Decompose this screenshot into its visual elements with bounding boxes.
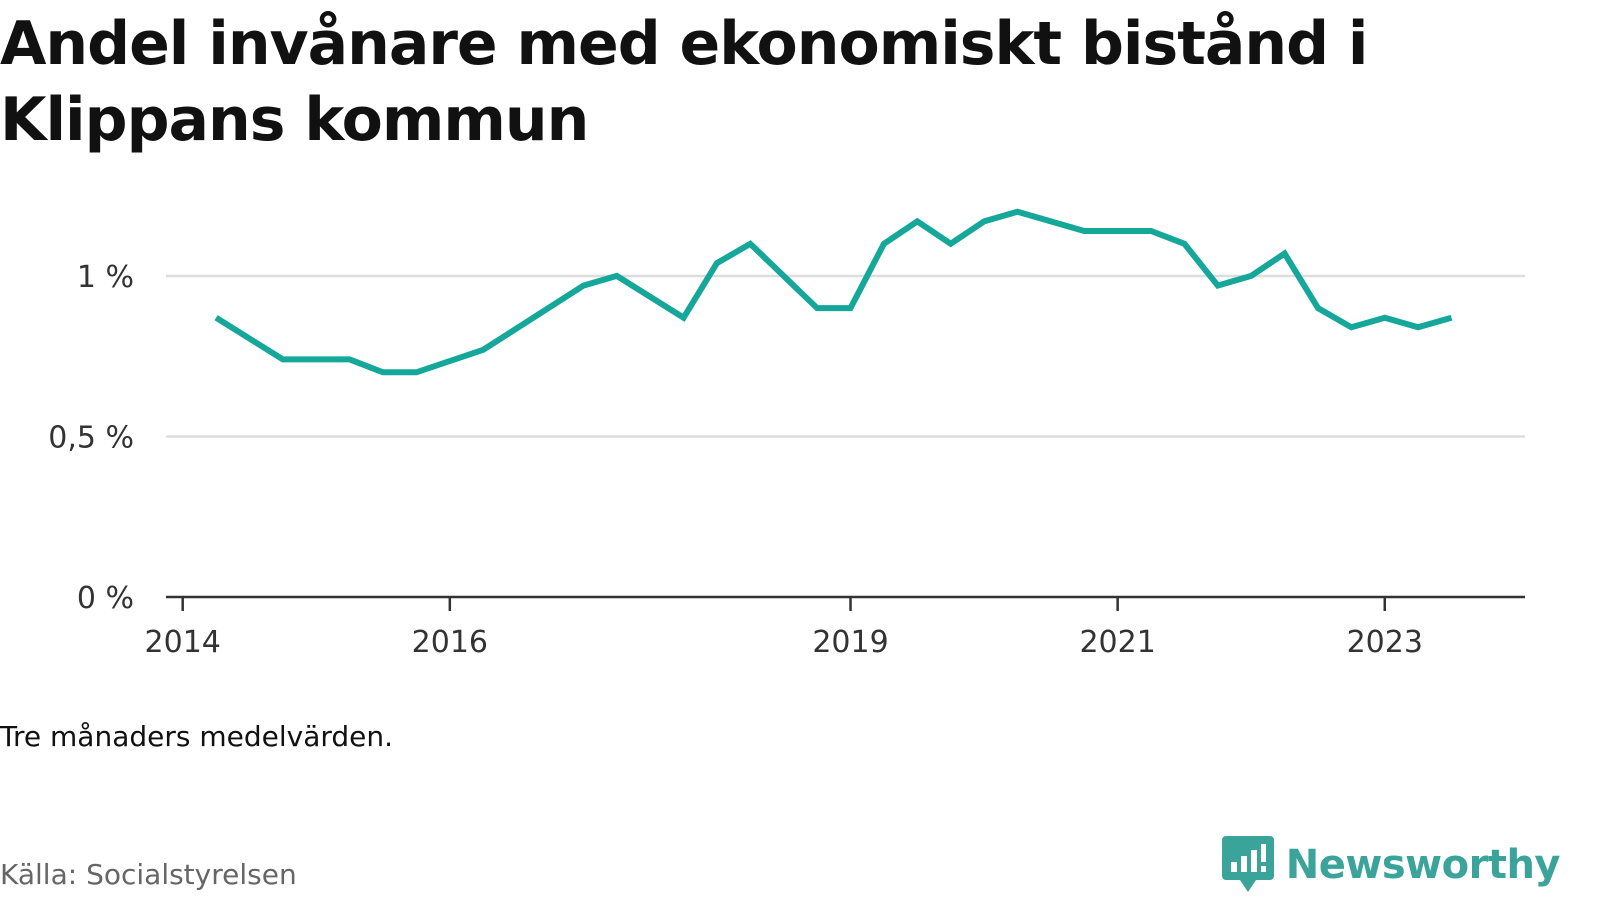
source-text: Källa: Socialstyrelsen: [0, 858, 297, 891]
line-chart: 0 % 0,5 % 1 % 2014 2016 2019 2021 2023: [48, 208, 1525, 660]
x-tick-label: 2016: [412, 625, 488, 660]
data-point: [1215, 283, 1221, 289]
data-point: [1148, 228, 1154, 234]
data-point: [280, 356, 286, 362]
data-point: [681, 315, 687, 321]
data-point: [881, 241, 887, 247]
data-point: [1382, 315, 1388, 321]
data-point: [747, 241, 753, 247]
data-point: [848, 305, 854, 311]
chart-title: Andel invånare med ekonomiskt bistånd i …: [0, 9, 1368, 155]
data-point: [981, 218, 987, 224]
data-point: [1348, 324, 1354, 330]
data-point: [1181, 241, 1187, 247]
data-point: [914, 218, 920, 224]
x-tick-label: 2021: [1079, 625, 1155, 660]
data-point: [213, 315, 219, 321]
data-point: [380, 369, 386, 375]
data-point: [413, 369, 419, 375]
chart-note: Tre månaders medelvärden.: [0, 720, 394, 753]
y-axis-labels: 0 % 0,5 % 1 %: [48, 260, 134, 616]
x-axis-labels: 2014 2016 2019 2021 2023: [145, 625, 1423, 660]
data-point: [614, 273, 620, 279]
newsworthy-logo-icon: [1221, 836, 1274, 892]
data-point: [714, 260, 720, 266]
y-tick-label: 0,5 %: [48, 420, 134, 455]
data-point: [480, 347, 486, 353]
data-point: [347, 356, 353, 362]
grid-lines: [166, 274, 1525, 438]
series-group: [213, 208, 1455, 376]
data-point: [814, 305, 820, 311]
data-point: [1015, 209, 1021, 215]
data-point: [1315, 305, 1321, 311]
series-line: [214, 208, 1453, 376]
data-point: [1415, 324, 1421, 330]
data-point: [1081, 228, 1087, 234]
x-axis: [166, 595, 1525, 611]
x-tick-label: 2019: [812, 625, 888, 660]
data-point: [948, 241, 954, 247]
data-point: [1282, 251, 1288, 257]
y-tick-label: 1 %: [77, 260, 134, 295]
brand-logo[interactable]: Newsworthy: [1221, 836, 1561, 894]
y-tick-label: 0 %: [77, 581, 134, 616]
data-point: [1248, 273, 1254, 279]
x-tick-label: 2023: [1347, 625, 1423, 660]
x-tick-label: 2014: [145, 625, 221, 660]
data-point: [580, 283, 586, 289]
data-point: [1449, 315, 1455, 321]
brand-name: Newsworthy: [1285, 842, 1561, 888]
